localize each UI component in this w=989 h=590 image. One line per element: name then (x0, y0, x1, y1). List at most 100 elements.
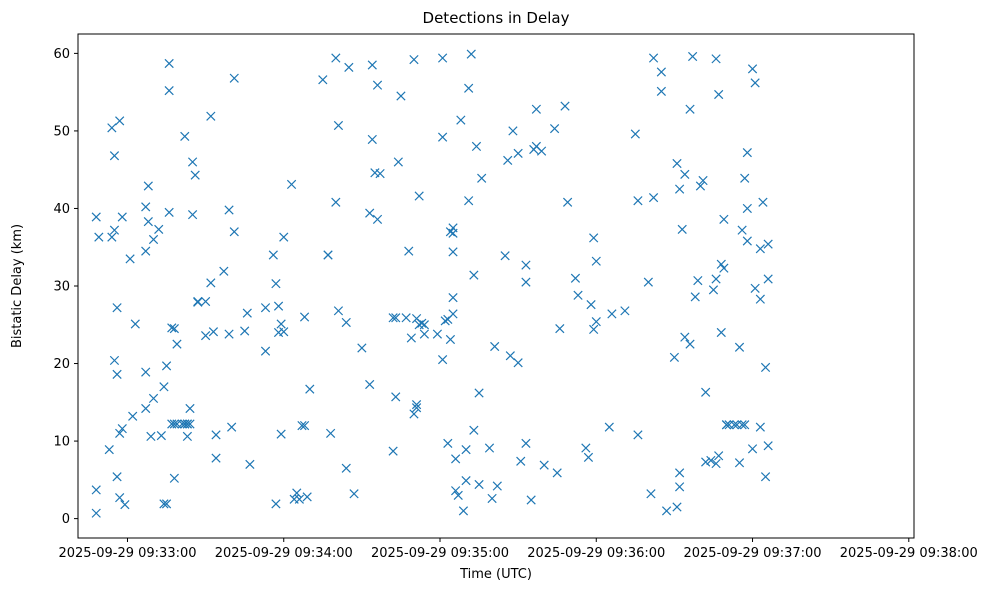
data-point (437, 132, 448, 142)
data-point (341, 463, 351, 473)
data-point (591, 256, 601, 266)
data-point (341, 317, 351, 328)
data-point (286, 179, 297, 190)
data-point (750, 78, 760, 88)
data-point (109, 355, 120, 366)
data-point (156, 431, 166, 441)
data-point (391, 392, 401, 402)
data-point (185, 403, 195, 414)
data-point (227, 422, 237, 432)
data-point (167, 323, 177, 333)
data-point (268, 250, 278, 260)
data-point (200, 331, 211, 341)
data-point (505, 351, 515, 361)
data-point (714, 451, 724, 461)
data-point (164, 207, 174, 217)
data-point (104, 444, 114, 455)
data-point (143, 217, 153, 227)
data-point (141, 246, 151, 256)
y-tick-label: 0 (62, 512, 70, 527)
data-point (357, 343, 367, 353)
data-point (224, 205, 234, 215)
data-point (200, 296, 211, 307)
y-axis-label: Bistatic Delay (km) (10, 224, 25, 348)
data-point (526, 495, 536, 505)
data-point (182, 419, 193, 429)
data-point (437, 355, 448, 365)
data-point (260, 303, 271, 313)
data-point (172, 339, 182, 349)
data-point (758, 197, 768, 207)
data-point (461, 444, 471, 455)
plot-area (78, 34, 914, 538)
data-point (448, 309, 458, 319)
data-points (92, 50, 773, 518)
data-point (461, 475, 471, 486)
data-point (474, 388, 484, 398)
data-point (464, 196, 474, 206)
y-axis-ticks: 0 10 20 30 40 50 60 (53, 47, 78, 527)
data-point (451, 454, 461, 464)
data-point (763, 441, 773, 451)
data-point (169, 324, 179, 334)
data-point (508, 126, 518, 136)
data-point (513, 148, 523, 159)
data-point (492, 481, 502, 491)
data-point (419, 320, 430, 330)
data-point (372, 214, 383, 224)
x-tick-label: 2025-09-29 09:34:00 (215, 546, 353, 561)
data-point (562, 197, 573, 207)
data-point (453, 490, 463, 500)
data-point (367, 60, 377, 70)
data-point (451, 486, 461, 496)
data-point (448, 247, 458, 257)
x-tick-label: 2025-09-29 09:36:00 (527, 546, 665, 561)
data-point (169, 473, 179, 483)
data-point (695, 181, 706, 191)
data-point (589, 324, 599, 335)
data-point (763, 239, 773, 249)
data-point (409, 54, 419, 65)
data-point (331, 53, 341, 63)
data-point (276, 429, 286, 439)
data-point (440, 316, 450, 326)
data-point (648, 53, 659, 63)
data-point (401, 313, 411, 323)
data-point (115, 428, 125, 438)
data-point (742, 236, 752, 246)
data-point (112, 369, 122, 380)
data-point (211, 430, 221, 440)
data-point (643, 277, 653, 287)
data-point (711, 54, 721, 64)
chart-title: Detections in Delay (423, 9, 570, 27)
data-point (437, 53, 448, 63)
data-point (469, 270, 479, 280)
data-point (742, 203, 752, 214)
data-point (229, 227, 239, 237)
data-point (464, 83, 474, 93)
data-point (161, 499, 172, 509)
data-point (219, 266, 229, 276)
data-point (299, 312, 310, 322)
data-point (560, 101, 570, 111)
data-point (112, 303, 122, 313)
data-point (367, 134, 377, 145)
data-point (513, 358, 523, 368)
data-point (411, 403, 422, 413)
y-tick-label: 50 (53, 124, 70, 139)
data-point (620, 306, 630, 316)
x-axis-ticks: 2025-09-29 09:33:00 2025-09-29 09:34:00 20… (58, 538, 978, 561)
data-point (206, 278, 216, 288)
data-point (409, 409, 419, 419)
data-point (719, 263, 729, 273)
data-point (185, 419, 195, 429)
data-point (154, 224, 164, 235)
data-point (182, 431, 193, 442)
data-point (365, 379, 375, 390)
data-point (224, 329, 234, 339)
data-point (521, 277, 531, 287)
data-point (656, 67, 667, 77)
data-point (672, 158, 682, 169)
data-point (344, 62, 354, 72)
data-point (549, 123, 560, 134)
